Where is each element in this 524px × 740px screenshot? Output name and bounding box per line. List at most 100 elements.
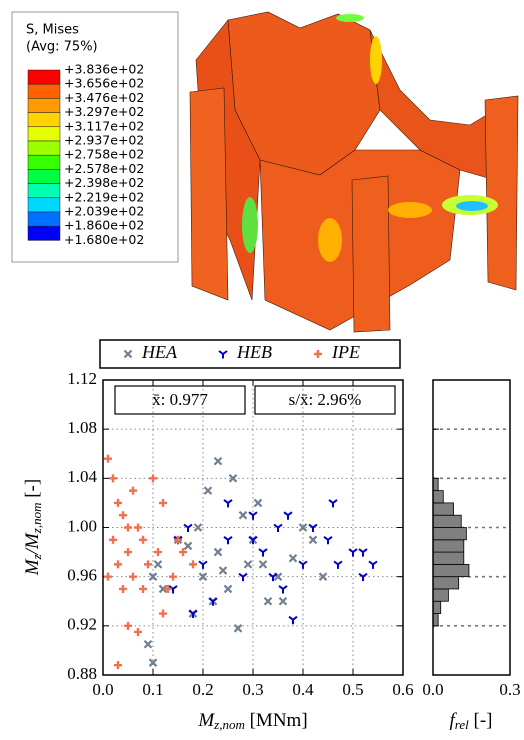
y-tick-label: 1.04 — [67, 467, 97, 486]
marker — [119, 511, 127, 519]
point — [109, 536, 117, 544]
point — [129, 487, 137, 495]
color-label: +2.219e+02 — [64, 189, 144, 204]
marker — [359, 574, 367, 582]
color-band — [28, 184, 60, 198]
axis-label: Mz/Mz,nom [-] — [22, 479, 44, 576]
hist-bar — [433, 515, 461, 527]
hist-bar — [433, 528, 466, 540]
point — [349, 549, 357, 557]
marker — [245, 561, 252, 568]
legend-label: IPE — [331, 342, 360, 362]
color-band — [28, 70, 60, 84]
axis-label-part: M — [197, 710, 215, 731]
point — [239, 574, 247, 582]
marker — [249, 512, 257, 520]
marker — [225, 585, 232, 592]
marker — [139, 536, 147, 544]
point — [185, 542, 192, 549]
point — [119, 585, 127, 593]
marker — [230, 475, 237, 482]
marker — [274, 525, 282, 533]
point — [329, 500, 337, 508]
marker — [279, 586, 287, 594]
page: { "contour_legend": { "title": ["S, Mise… — [0, 0, 524, 740]
point — [359, 574, 367, 582]
point — [279, 586, 287, 594]
marker — [320, 573, 327, 580]
point — [134, 628, 142, 636]
marker — [114, 661, 122, 669]
point — [259, 549, 267, 557]
point — [104, 573, 112, 581]
marker — [255, 499, 262, 506]
marker — [134, 628, 142, 636]
color-band — [28, 141, 60, 155]
color-label: +3.297e+02 — [64, 104, 144, 119]
point — [199, 561, 207, 569]
color-label: +3.656e+02 — [64, 76, 144, 91]
hist-bar — [433, 614, 438, 626]
marker — [169, 573, 177, 581]
marker — [310, 536, 317, 543]
point — [124, 622, 132, 630]
marker — [145, 641, 152, 648]
x-tick-label: 0.6 — [392, 680, 413, 699]
hist-bar — [433, 564, 469, 576]
x-tick-label: 0.3 — [242, 680, 263, 699]
point — [205, 487, 212, 494]
color-label: +2.398e+02 — [64, 175, 144, 190]
axis-label-part: [-] — [469, 710, 493, 731]
color-label: +3.117e+02 — [64, 118, 144, 133]
marker — [129, 573, 137, 581]
color-label: +2.937e+02 — [64, 133, 144, 148]
point — [289, 617, 297, 625]
marker — [289, 617, 297, 625]
marker — [185, 542, 192, 549]
color-label: +2.578e+02 — [64, 161, 144, 176]
hist-bar — [433, 601, 441, 613]
point — [149, 474, 157, 482]
point — [225, 585, 232, 592]
point — [114, 560, 122, 568]
color-band — [28, 84, 60, 98]
color-label: +3.476e+02 — [64, 90, 144, 105]
marker — [189, 560, 197, 568]
point — [215, 458, 222, 465]
color-band — [28, 198, 60, 212]
axis-label: Mz,nom [MNm] — [197, 710, 307, 732]
color-band — [28, 226, 60, 240]
marker — [114, 499, 122, 507]
point — [215, 549, 222, 556]
marker — [114, 560, 122, 568]
color-band — [28, 169, 60, 183]
point — [144, 560, 152, 568]
color-label: +2.039e+02 — [64, 204, 144, 219]
axis-label-part: rel — [455, 717, 469, 732]
point — [284, 512, 292, 520]
marker — [144, 560, 152, 568]
point — [290, 555, 297, 562]
y-tick-label: 0.92 — [67, 615, 97, 634]
marker — [129, 487, 137, 495]
marker — [124, 548, 132, 556]
y-tick-label: 1.12 — [67, 369, 97, 388]
marker — [109, 474, 117, 482]
y-tick-label: 0.88 — [67, 664, 97, 683]
point — [189, 560, 197, 568]
point — [169, 573, 177, 581]
x-tick-label: 0.2 — [192, 680, 213, 699]
marker — [369, 561, 377, 569]
marker — [159, 499, 167, 507]
marker — [349, 549, 357, 557]
point — [309, 525, 317, 533]
hist-bar — [433, 577, 459, 589]
point — [230, 475, 237, 482]
marker — [224, 500, 232, 508]
marker — [220, 567, 227, 574]
point — [265, 598, 272, 605]
color-band — [28, 98, 60, 112]
point — [195, 524, 202, 531]
point — [224, 537, 232, 545]
point — [359, 549, 367, 557]
